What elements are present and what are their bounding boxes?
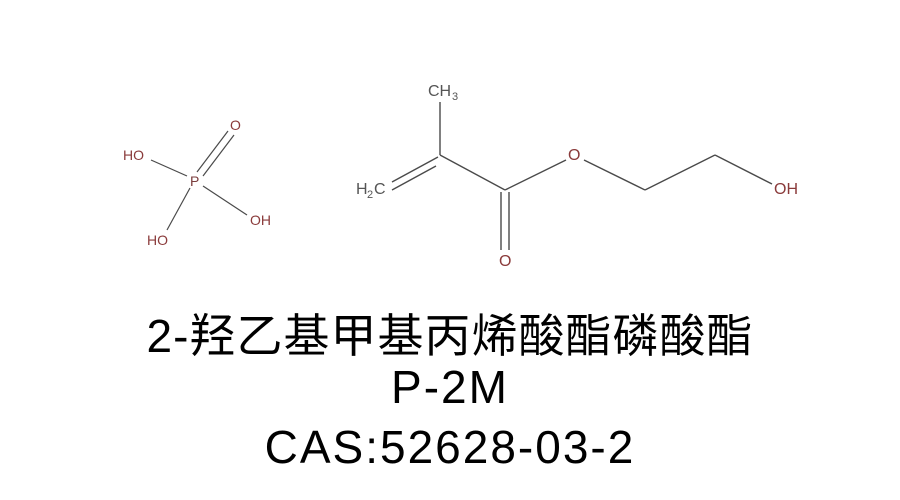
compound-name-cn: 2-羟乙基甲基丙烯酸酯磷酸酯 xyxy=(0,300,900,366)
molecule-diagram-region: P O HO OH HO H xyxy=(0,0,900,300)
canvas: P O HO OH HO H xyxy=(0,0,900,500)
hydroxyl-bottom-label: HO xyxy=(147,232,168,248)
h2c-sub: 2 xyxy=(367,189,373,201)
ch3-label: CH xyxy=(428,83,451,100)
ch3-sub: 3 xyxy=(452,91,458,103)
hydroxyl-left-label: HO xyxy=(123,147,144,163)
hema-structure: H 2 C CH 3 O O OH xyxy=(330,60,800,270)
hydroxyl-right-label: OH xyxy=(250,212,271,228)
h2c-c: C xyxy=(374,181,386,198)
cas-number: CAS:52628-03-2 xyxy=(0,420,900,474)
phosphorus-atom-label: P xyxy=(190,173,199,189)
ester-o-label: O xyxy=(568,147,580,164)
carbonyl-o-label: O xyxy=(499,253,511,270)
terminal-oh-label: OH xyxy=(774,181,798,198)
oxygen-double-label: O xyxy=(230,117,241,133)
phosphoric-acid-structure: P O HO OH HO xyxy=(105,80,285,260)
h2c-label: H xyxy=(356,181,368,198)
compound-code: P-2M xyxy=(0,360,900,414)
